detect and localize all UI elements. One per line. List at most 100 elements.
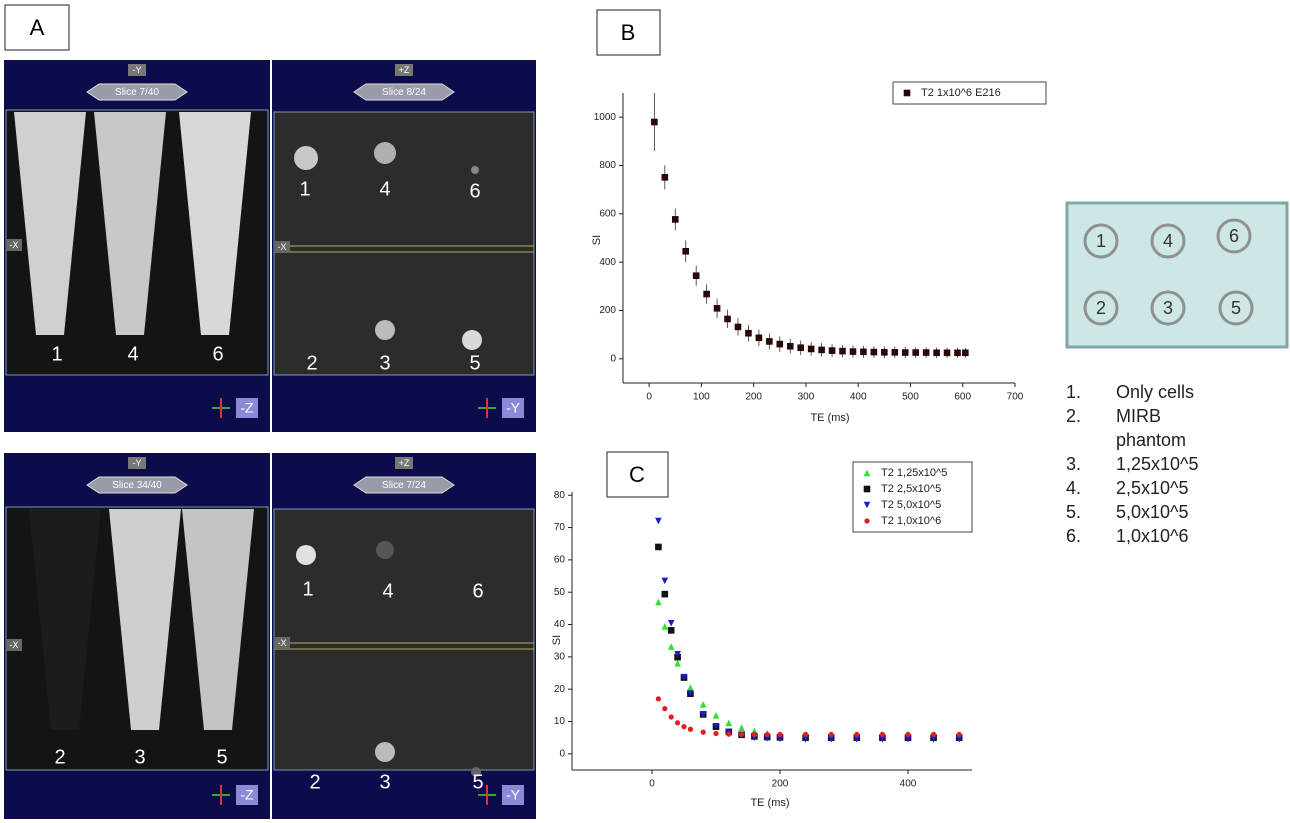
sample-number: 2 — [54, 746, 65, 768]
point — [879, 735, 886, 743]
axis-tag: -Y — [133, 65, 142, 75]
point — [755, 334, 763, 342]
y-axis-title: SI — [591, 235, 603, 245]
point — [667, 619, 675, 627]
sample-number: 6 — [472, 580, 483, 602]
point — [763, 735, 771, 742]
orient-box — [502, 785, 524, 805]
y-tick-label: 80 — [554, 490, 566, 501]
x-tick-label: 400 — [850, 392, 867, 403]
key: 1. Only cells 2. MIRB phantom 3. 1,25x10^5 4. 2… — [1066, 380, 1216, 548]
point — [802, 731, 809, 738]
well-label: 6 — [1229, 226, 1239, 246]
well-label: 4 — [1163, 231, 1173, 251]
label-box — [4, 4, 70, 51]
point — [725, 719, 733, 727]
sample-spot — [374, 142, 396, 164]
point — [766, 338, 773, 345]
point — [955, 735, 963, 743]
point — [802, 735, 809, 743]
point — [738, 724, 745, 731]
panel-label: A — [30, 15, 45, 40]
legend-box — [852, 461, 973, 533]
sample-number: 3 — [134, 746, 145, 768]
point — [901, 349, 909, 356]
label-box — [596, 9, 661, 56]
point — [860, 348, 867, 356]
point — [807, 345, 815, 353]
orient-label: -Z — [240, 400, 254, 416]
side-tag-box — [6, 239, 22, 251]
key-text: 1,25x10^5 — [1116, 454, 1199, 474]
axis-tag-box — [128, 64, 146, 76]
well-label: 1 — [1096, 231, 1106, 251]
sample-spot — [462, 330, 482, 350]
point — [956, 731, 962, 738]
orient-box — [236, 785, 258, 805]
well — [1150, 290, 1186, 326]
point — [905, 731, 911, 738]
sample-number: 2 — [306, 352, 317, 374]
orient-label: -Y — [506, 400, 521, 416]
well-label: 2 — [1096, 298, 1106, 318]
axis-tag: -Y — [133, 458, 142, 468]
point — [962, 349, 969, 357]
x-tick-label: 200 — [772, 779, 789, 790]
y-tick-label: 30 — [554, 652, 566, 663]
point — [943, 349, 951, 357]
viewers: -Y Slice 7/40 -X 1 4 6 -Z +Z Slice 8/24 -X 1 4 6 2 3 5 -… — [4, 60, 536, 819]
sample-spot — [296, 545, 316, 565]
y-tick-label: 0 — [559, 748, 565, 759]
key-item: 6. 1,0x10^6 — [1066, 524, 1216, 548]
x-tick-label: 200 — [745, 392, 762, 403]
point — [776, 735, 784, 743]
side-tag: -X — [10, 240, 19, 250]
y-tick-label: 50 — [554, 587, 566, 598]
point — [662, 705, 668, 712]
side-tag-box — [274, 241, 290, 253]
point — [751, 731, 758, 738]
sample-number: 4 — [379, 178, 390, 200]
y-tick-label: 70 — [554, 522, 566, 533]
tube — [109, 509, 181, 730]
sample-number: 5 — [472, 771, 483, 793]
x-tick-label: 500 — [902, 392, 919, 403]
point — [745, 329, 752, 337]
point — [661, 174, 669, 181]
legend-label: T2 5,0x10^5 — [881, 499, 941, 511]
point — [726, 731, 732, 737]
point — [827, 735, 835, 743]
sample-spot — [294, 146, 318, 170]
point — [839, 347, 846, 355]
point — [903, 89, 911, 97]
sample-spot — [375, 742, 395, 762]
point — [777, 731, 783, 738]
point — [713, 305, 721, 312]
legend-label: T2 1x10^6 E216 — [921, 87, 1001, 99]
point — [853, 735, 861, 743]
sample-spot — [376, 541, 394, 559]
well — [1218, 290, 1254, 326]
point — [700, 729, 706, 735]
orient-box — [236, 398, 258, 418]
point — [703, 290, 710, 298]
point — [692, 272, 700, 279]
point — [687, 690, 694, 698]
side-tag: -X — [10, 640, 19, 650]
x-tick-label: 600 — [954, 392, 971, 403]
tube — [29, 509, 101, 730]
slice-label: Slice 7/40 — [115, 87, 159, 98]
y-tick-label: 40 — [554, 619, 566, 630]
side-tag: -X — [278, 242, 287, 252]
side-tag-box — [274, 637, 290, 649]
slice-label: Slice 7/24 — [382, 480, 426, 491]
point — [863, 485, 871, 493]
point — [682, 247, 690, 255]
key-item: 2. MIRB phantom — [1066, 404, 1216, 452]
panel-label: C — [629, 462, 645, 487]
point — [828, 347, 836, 354]
point — [881, 349, 888, 356]
x-axis-title: TE (ms) — [750, 797, 789, 809]
